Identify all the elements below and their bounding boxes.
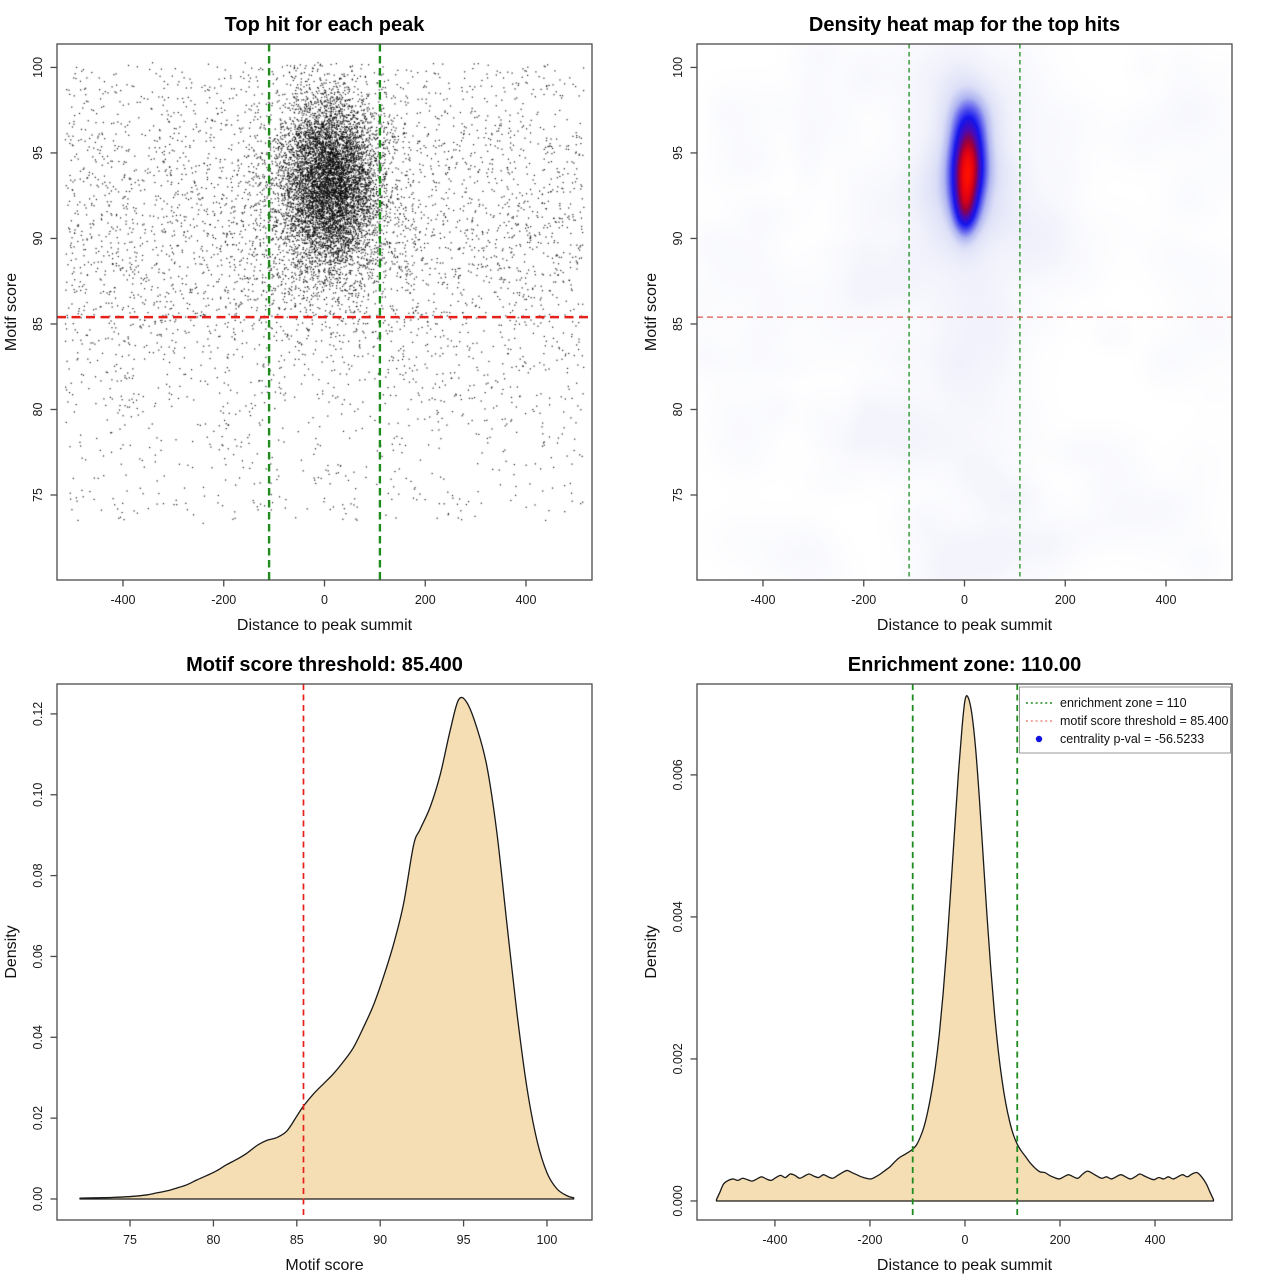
- y-tick-label: 75: [31, 488, 45, 502]
- heatmap-ylabel: Motif score: [643, 273, 660, 351]
- distance-density-axes: -400 -200 0 200 400 0.000 0.002 0.004 0.006: [671, 759, 1166, 1247]
- legend: enrichment zone = 110 motif score thresh…: [1019, 686, 1231, 754]
- y-tick-label: 0.004: [671, 901, 685, 932]
- x-tick-label: -400: [750, 593, 775, 607]
- x-tick-label: 200: [1055, 593, 1076, 607]
- panel-score-density: Motif score threshold: 85.400 75 80 85 90 95…: [0, 640, 640, 1280]
- x-tick-label: -200: [211, 593, 236, 607]
- distance-density-plot-box: [696, 683, 1233, 1221]
- distance-density-content: [715, 684, 1215, 1220]
- score-density-xlabel: Motif score: [285, 1257, 363, 1274]
- scatter-ylabel: Motif score: [3, 273, 20, 351]
- panel-distance-density: Enrichment zone: 110.00 -400 -200 0 200 400 0…: [640, 640, 1280, 1280]
- scatter-content: [57, 44, 592, 580]
- distance-density-title: Enrichment zone: 110.00: [848, 654, 1081, 676]
- scatter-axes: -400 -200 0 200 400 75 80 85 90 95 100: [31, 57, 536, 607]
- y-tick-label: 75: [671, 488, 685, 502]
- y-tick-label: 0.08: [31, 863, 45, 887]
- y-tick-label: 100: [31, 57, 45, 78]
- y-tick-label: 0.06: [31, 944, 45, 968]
- x-tick-label: 75: [123, 1233, 137, 1247]
- x-tick-label: 200: [1050, 1233, 1071, 1247]
- y-tick-label: 85: [31, 317, 45, 331]
- density-area: [715, 695, 1215, 1202]
- x-tick-label: -400: [762, 1233, 787, 1247]
- x-tick-label: -200: [857, 1233, 882, 1247]
- x-tick-label: 0: [321, 593, 328, 607]
- score-density-plot: Motif score threshold: 85.400 75 80 85 90 95…: [3, 654, 593, 1274]
- y-tick-label: 90: [31, 232, 45, 246]
- y-tick-label: 95: [671, 146, 685, 160]
- distance-density-ylabel: Density: [643, 925, 660, 978]
- heatmap-content: [697, 44, 1232, 580]
- heatmap-title: Density heat map for the top hits: [809, 14, 1120, 36]
- score-density-ylabel: Density: [3, 925, 20, 978]
- x-tick-label: 90: [373, 1233, 387, 1247]
- y-tick-label: 0.00: [31, 1187, 45, 1211]
- score-density-content: [79, 684, 575, 1220]
- x-tick-label: 0: [961, 593, 968, 607]
- x-tick-label: -400: [110, 593, 135, 607]
- legend-box: [1019, 686, 1231, 754]
- y-tick-label: 0.006: [671, 759, 685, 790]
- heatmap-xlabel: Distance to peak summit: [877, 617, 1053, 634]
- scatter-xlabel: Distance to peak summit: [237, 617, 413, 634]
- y-tick-label: 85: [671, 317, 685, 331]
- scatter-plot-box: [56, 43, 593, 581]
- x-tick-label: 200: [415, 593, 436, 607]
- legend-enrichment-zone-label: enrichment zone = 110: [1060, 696, 1187, 710]
- distance-density-plot: Enrichment zone: 110.00 -400 -200 0 200 400 0…: [643, 654, 1233, 1274]
- score-density-plot-box: [56, 683, 593, 1221]
- y-tick-label: 80: [31, 403, 45, 417]
- heatmap-plot: Density heat map for the top hits -400 -2…: [643, 14, 1233, 634]
- panel-heatmap: Density heat map for the top hits -400 -2…: [640, 0, 1280, 640]
- x-tick-label: 400: [1145, 1233, 1166, 1247]
- x-tick-label: 95: [457, 1233, 471, 1247]
- score-density-title: Motif score threshold: 85.400: [186, 654, 463, 676]
- y-tick-label: 0.12: [31, 702, 45, 726]
- y-tick-label: 80: [671, 403, 685, 417]
- legend-threshold-label: motif score threshold = 85.400: [1060, 714, 1229, 728]
- x-tick-label: 85: [290, 1233, 304, 1247]
- y-tick-label: 90: [671, 232, 685, 246]
- x-tick-label: 400: [1156, 593, 1177, 607]
- scatter-title: Top hit for each peak: [225, 14, 426, 36]
- y-tick-label: 0.10: [31, 783, 45, 807]
- x-tick-label: 80: [206, 1233, 220, 1247]
- density-heatmap-canvas: [697, 44, 1232, 580]
- panel-scatter: Top hit for each peak -400 -200 0 200 400 75 8…: [0, 0, 640, 640]
- y-tick-label: 0.02: [31, 1106, 45, 1130]
- y-tick-label: 0.000: [671, 1185, 685, 1216]
- x-tick-label: 400: [516, 593, 537, 607]
- y-tick-label: 95: [31, 146, 45, 160]
- y-tick-label: 0.04: [31, 1025, 45, 1049]
- legend-pval-label: centrality p-val = -56.5233: [1060, 732, 1204, 746]
- distance-density-xlabel: Distance to peak summit: [877, 1257, 1053, 1274]
- x-tick-label: 100: [537, 1233, 558, 1247]
- scatter-points-canvas: [57, 44, 592, 580]
- x-tick-label: -200: [851, 593, 876, 607]
- heatmap-axes: -400 -200 0 200 400 75 80 85 90 95 100: [671, 57, 1176, 607]
- density-area: [79, 696, 575, 1200]
- scatter-plot: Top hit for each peak -400 -200 0 200 400 75 8…: [3, 14, 593, 634]
- heatmap-plot-box: [696, 43, 1233, 581]
- legend-pval-dot: [1035, 735, 1043, 743]
- y-tick-label: 0.002: [671, 1043, 685, 1074]
- x-tick-label: 0: [961, 1233, 968, 1247]
- y-tick-label: 100: [671, 57, 685, 78]
- score-density-axes: 75 80 85 90 95 100 0.00 0.02 0.04 0.06 0.08 0.10 0.1…: [31, 702, 557, 1247]
